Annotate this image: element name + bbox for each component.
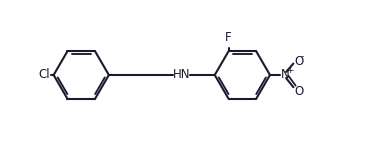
Text: O: O xyxy=(294,84,303,98)
Text: Cl: Cl xyxy=(38,69,50,81)
Text: +: + xyxy=(286,66,293,75)
Text: O: O xyxy=(294,55,303,68)
Text: HN: HN xyxy=(173,69,191,81)
Text: N: N xyxy=(281,69,290,81)
Text: -: - xyxy=(301,53,304,62)
Text: F: F xyxy=(225,31,232,44)
